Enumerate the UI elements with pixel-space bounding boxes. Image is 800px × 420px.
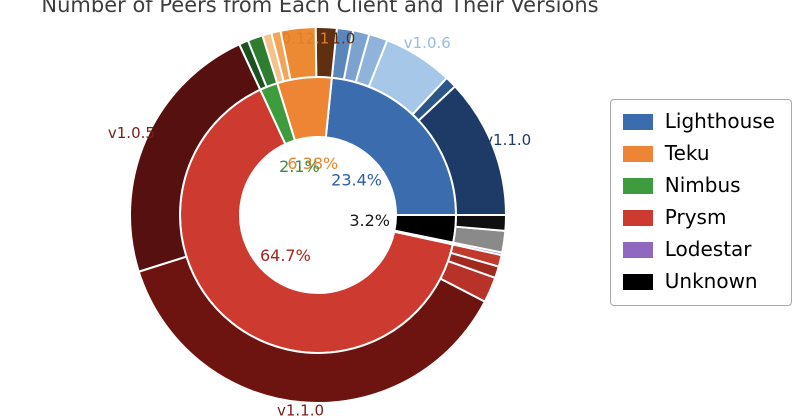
legend: Lighthouse Teku Nimbus Prysm Lodestar Unknown <box>609 99 792 306</box>
legend-label: Unknown <box>664 269 758 293</box>
legend-item-unknown: Unknown <box>622 269 775 293</box>
legend-swatch-prysm <box>622 209 653 226</box>
version-label: v1.1.0 <box>484 131 531 149</box>
legend-swatch-lodestar <box>622 241 653 258</box>
outer-wedge-prysm-v1.1.0 <box>137 255 486 404</box>
version-label: v1.0.6 <box>404 34 451 52</box>
pct-label: 6.38% <box>287 154 338 173</box>
chart-title: Number of Peers from Each Client and The… <box>41 0 599 17</box>
pct-label: 64.7% <box>260 246 311 265</box>
legend-item-teku: Teku <box>622 141 775 165</box>
legend-item-lodestar: Lodestar <box>622 237 775 261</box>
legend-label: Nimbus <box>664 173 741 197</box>
pct-label: 3.2% <box>349 211 390 230</box>
pct-label: 2.1% <box>279 157 320 176</box>
legend-swatch-unknown <box>622 273 653 290</box>
legend-item-prysm: Prysm <box>622 205 775 229</box>
legend-swatch-nimbus <box>622 177 653 194</box>
legend-label: Lighthouse <box>664 109 775 133</box>
pct-label: 23.4% <box>331 171 382 190</box>
version-label: v1.0.5 <box>108 124 155 142</box>
legend-swatch-teku <box>622 145 653 162</box>
legend-item-lighthouse: Lighthouse <box>622 109 775 133</box>
version-label: v1.1.0 <box>277 401 324 419</box>
legend-item-nimbus: Nimbus <box>622 173 775 197</box>
legend-label: Lodestar <box>664 237 752 261</box>
legend-label: Prysm <box>664 205 727 229</box>
legend-swatch-lighthouse <box>622 113 653 130</box>
legend-label: Teku <box>664 141 710 165</box>
outer-wedge-unknown <box>454 214 507 232</box>
